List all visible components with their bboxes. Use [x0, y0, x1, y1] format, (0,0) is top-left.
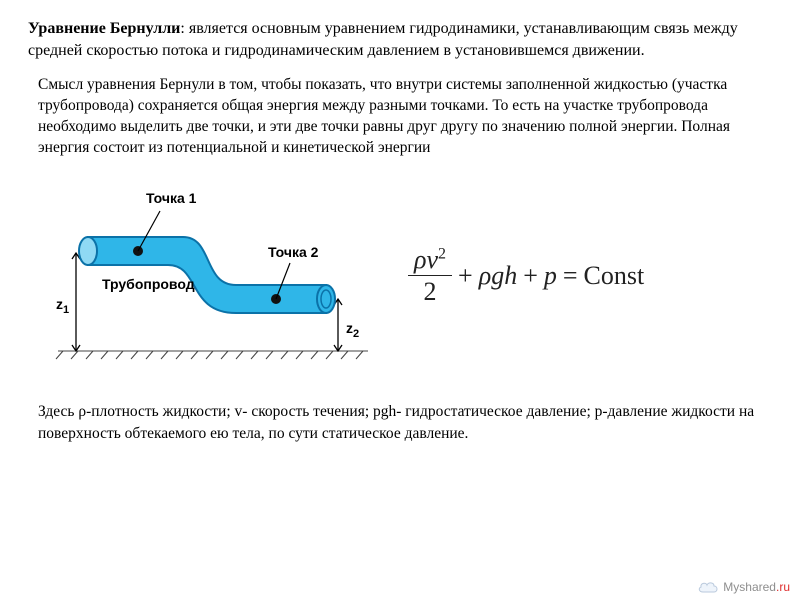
- z2-sub: 2: [353, 328, 359, 340]
- title-bold: Уравнение Бернулли: [28, 20, 180, 37]
- figure-row: Точка 1 Точка 2 Трубопровод z1 z2 ρv2 2 …: [38, 181, 772, 371]
- z1-label: z: [56, 296, 63, 312]
- paragraph-2: Здесь ρ-плотность жидкости; v- скорость …: [38, 401, 768, 444]
- eq-plus2: +: [523, 261, 538, 291]
- slide-page: Уравнение Бернулли: является основным ур…: [0, 0, 800, 454]
- eq-equals: =: [563, 261, 578, 291]
- eq-rho2: ρ: [479, 261, 491, 290]
- eq-g: g: [491, 261, 504, 290]
- pipe-label: Трубопровод: [102, 276, 195, 292]
- eq-rho1: ρ: [414, 245, 426, 274]
- watermark: Myshared.ru: [697, 580, 790, 594]
- eq-h: h: [504, 261, 517, 290]
- paragraph-1: Смысл уравнения Бернули в том, чтобы пок…: [38, 75, 768, 159]
- eq-v-sup: 2: [438, 245, 446, 262]
- eq-den: 2: [424, 276, 437, 305]
- point2-label: Точка 2: [268, 244, 319, 260]
- eq-plus1: +: [458, 261, 473, 291]
- eq-const: Const: [584, 261, 645, 291]
- cloud-icon: [697, 580, 719, 594]
- pipe-diagram: Точка 1 Точка 2 Трубопровод z1 z2: [38, 181, 378, 371]
- eq-v: v: [426, 245, 438, 274]
- watermark-red: .ru: [776, 580, 790, 594]
- z2-label: z: [346, 320, 353, 336]
- equation-fraction: ρv2 2: [408, 246, 452, 306]
- z1-sub: 1: [63, 304, 69, 316]
- svg-text:z2: z2: [346, 320, 359, 340]
- eq-p: p: [544, 261, 557, 291]
- title-paragraph: Уравнение Бернулли: является основным ур…: [28, 18, 772, 61]
- point1-label: Точка 1: [146, 190, 197, 206]
- svg-text:z1: z1: [56, 296, 69, 316]
- watermark-plain: Myshared: [723, 580, 776, 594]
- watermark-text: Myshared.ru: [723, 580, 790, 594]
- bernoulli-equation: ρv2 2 + ρgh + p = Const: [408, 246, 644, 306]
